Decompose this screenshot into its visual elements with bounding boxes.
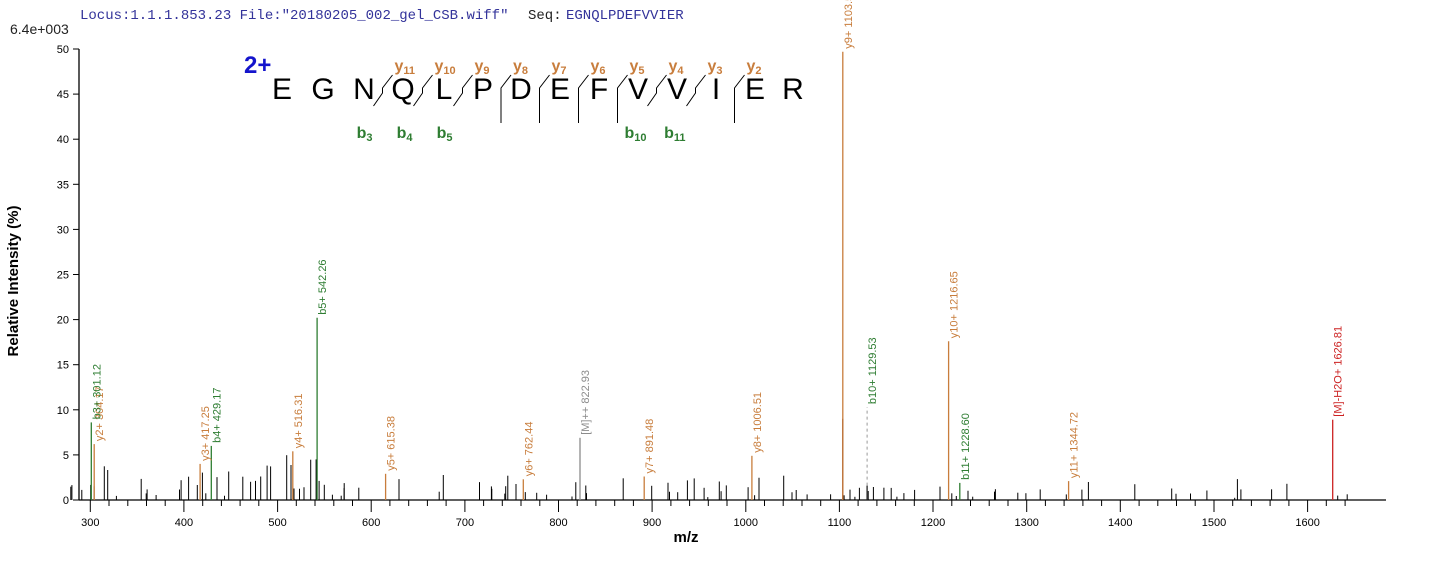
svg-text:b11+ 1228.60: b11+ 1228.60 <box>960 413 972 480</box>
svg-text:1500: 1500 <box>1202 517 1226 529</box>
svg-text:400: 400 <box>175 517 193 529</box>
svg-text:R: R <box>782 73 804 106</box>
svg-text:V: V <box>628 73 648 106</box>
svg-text:Seq:: Seq: <box>528 8 562 24</box>
svg-text:1200: 1200 <box>921 517 945 529</box>
svg-text:800: 800 <box>549 517 567 529</box>
svg-text:Q: Q <box>391 73 414 106</box>
svg-text:P: P <box>473 73 493 106</box>
svg-text:1000: 1000 <box>734 517 758 529</box>
svg-text:y9+ 1103.57: y9+ 1103.57 <box>843 0 855 49</box>
svg-text:y6+ 762.44: y6+ 762.44 <box>523 422 535 477</box>
svg-text:b4+ 429.17: b4+ 429.17 <box>211 388 223 443</box>
svg-text:1600: 1600 <box>1295 517 1319 529</box>
svg-text:N: N <box>353 73 375 106</box>
svg-text:y5+ 615.38: y5+ 615.38 <box>386 416 398 471</box>
svg-text:y11+ 1344.72: y11+ 1344.72 <box>1069 412 1081 478</box>
svg-text:50: 50 <box>57 44 69 56</box>
svg-text:15: 15 <box>57 360 69 372</box>
svg-text:500: 500 <box>268 517 286 529</box>
svg-text:[M]-H2O+ 1626.81: [M]-H2O+ 1626.81 <box>1333 326 1345 417</box>
svg-text:1300: 1300 <box>1014 517 1038 529</box>
svg-text:y10+ 1216.65: y10+ 1216.65 <box>949 271 961 338</box>
svg-text:L: L <box>436 73 453 106</box>
svg-text:35: 35 <box>57 179 69 191</box>
svg-text:20: 20 <box>57 315 69 327</box>
svg-text:b10+ 1129.53: b10+ 1129.53 <box>867 337 879 404</box>
svg-text:300: 300 <box>81 517 99 529</box>
svg-text:40: 40 <box>57 134 69 146</box>
svg-text:25: 25 <box>57 270 69 282</box>
svg-text:y3+ 417.25: y3+ 417.25 <box>200 406 212 461</box>
svg-text:EGNQLPDEFVVIER: EGNQLPDEFVVIER <box>566 8 684 24</box>
svg-text:700: 700 <box>456 517 474 529</box>
svg-text:600: 600 <box>362 517 380 529</box>
svg-text:30: 30 <box>57 224 69 236</box>
svg-text:2+: 2+ <box>244 52 271 79</box>
svg-text:Relative Intensity (%): Relative Intensity (%) <box>5 206 22 357</box>
svg-text:F: F <box>590 73 608 106</box>
svg-text:10: 10 <box>57 405 69 417</box>
svg-text:m/z: m/z <box>673 529 698 546</box>
svg-text:y4+ 516.31: y4+ 516.31 <box>293 394 305 449</box>
svg-text:E: E <box>745 73 765 106</box>
svg-text:G: G <box>311 73 334 106</box>
svg-text:D: D <box>510 73 532 106</box>
svg-text:y8+ 1006.51: y8+ 1006.51 <box>752 392 764 453</box>
svg-text:E: E <box>550 73 570 106</box>
svg-text:1100: 1100 <box>828 517 852 529</box>
svg-text:Locus:1.1.1.853.23 File:"20180: Locus:1.1.1.853.23 File:"20180205_002_ge… <box>80 8 508 24</box>
svg-text:y7+ 891.48: y7+ 891.48 <box>644 419 656 474</box>
svg-text:V: V <box>667 73 687 106</box>
svg-text:5: 5 <box>63 450 69 462</box>
svg-text:1400: 1400 <box>1108 517 1132 529</box>
svg-text:900: 900 <box>643 517 661 529</box>
svg-text:6.4e+003: 6.4e+003 <box>10 21 69 37</box>
svg-text:I: I <box>712 73 720 106</box>
svg-text:b3+ 301.12: b3+ 301.12 <box>91 364 103 419</box>
svg-text:45: 45 <box>57 89 69 101</box>
svg-text:E: E <box>272 73 292 106</box>
svg-text:b5+ 542.26: b5+ 542.26 <box>317 259 329 314</box>
svg-text:0: 0 <box>63 495 69 507</box>
svg-text:[M]++ 822.93: [M]++ 822.93 <box>580 370 592 435</box>
